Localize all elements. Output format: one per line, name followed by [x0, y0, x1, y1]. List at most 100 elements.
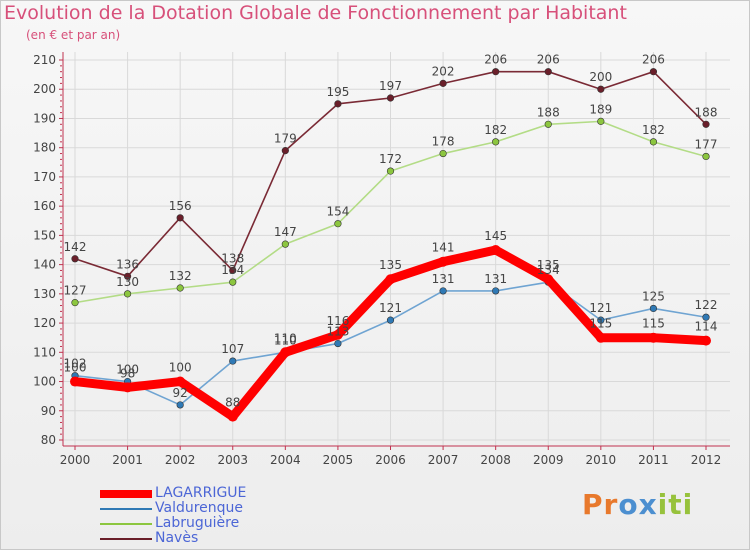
data-label-lagarrigue: 135	[537, 258, 560, 272]
data-point-naves	[544, 68, 552, 76]
x-tick-label: 2000	[60, 453, 91, 467]
data-label-labruguiere: 127	[64, 284, 87, 298]
logo-letter: i	[657, 488, 669, 521]
legend-item-naves: Navès	[100, 531, 320, 546]
data-label-naves: 179	[274, 132, 297, 146]
y-tick-label: 150	[33, 228, 56, 242]
data-label-valdurenque: 121	[379, 301, 402, 315]
data-label-lagarrigue: 100	[64, 361, 87, 375]
y-tick-label: 100	[33, 375, 56, 389]
data-label-lagarrigue: 145	[484, 229, 507, 243]
legend-swatch-labruguiere	[100, 523, 152, 525]
data-point-lagarrigue	[438, 256, 449, 267]
legend-swatch-lagarrigue	[100, 490, 152, 498]
data-point-naves	[597, 85, 605, 93]
data-label-valdurenque: 125	[642, 289, 665, 303]
data-point-labruguiere	[649, 138, 658, 146]
data-point-valdurenque	[229, 357, 237, 365]
legend-item-labruguiere: Labruguière	[100, 516, 320, 531]
data-point-labruguiere	[702, 152, 710, 161]
data-point-naves	[492, 68, 500, 76]
axes: 8090100110120130140150160170180190200210…	[33, 52, 730, 467]
legend-label-labruguiere: Labruguière	[155, 515, 240, 531]
data-point-labruguiere	[386, 167, 395, 175]
x-tick-label: 2006	[375, 453, 406, 467]
data-point-lagarrigue	[595, 332, 606, 343]
data-label-labruguiere: 182	[642, 123, 665, 137]
data-point-labruguiere	[492, 138, 500, 146]
data-label-naves: 206	[537, 53, 560, 67]
data-point-valdurenque	[439, 287, 447, 295]
data-label-lagarrigue: 110	[274, 331, 297, 345]
chart-title: Evolution de la Dotation Globale de Fonc…	[4, 2, 627, 24]
data-point-valdurenque	[176, 401, 184, 409]
data-label-labruguiere: 147	[274, 225, 297, 239]
data-label-lagarrigue: 114	[695, 320, 718, 334]
data-label-labruguiere: 189	[589, 102, 612, 116]
x-tick-label: 2011	[638, 453, 669, 467]
chart-subtitle: (en € et par an)	[26, 28, 121, 42]
data-label-naves: 195	[326, 85, 349, 99]
data-point-naves	[439, 79, 447, 87]
data-label-lagarrigue: 141	[432, 241, 455, 255]
data-label-valdurenque: 100	[116, 363, 139, 377]
logo-letter: x	[638, 488, 658, 521]
data-point-lagarrigue	[280, 347, 291, 358]
data-label-naves: 200	[589, 70, 612, 84]
data-label-lagarrigue: 115	[589, 317, 612, 331]
data-point-naves	[229, 266, 237, 275]
data-point-naves	[334, 100, 342, 108]
data-label-lagarrigue: 98	[120, 366, 135, 380]
data-label-lagarrigue: 115	[642, 317, 665, 331]
legend-item-valdurenque: Valdurenque	[100, 501, 320, 516]
data-label-naves: 156	[169, 199, 192, 213]
logo-letter: P	[582, 488, 604, 521]
logo-letter: r	[603, 488, 619, 521]
legend-swatch-naves	[100, 538, 152, 540]
data-point-lagarrigue	[175, 376, 186, 387]
y-tick-label: 210	[33, 53, 56, 67]
data-label-valdurenque: 107	[221, 342, 244, 356]
x-tick-label: 2009	[533, 453, 564, 467]
data-label-labruguiere: 154	[326, 205, 349, 219]
data-point-lagarrigue	[227, 411, 238, 422]
y-tick-label: 160	[33, 199, 56, 213]
data-point-valdurenque	[597, 316, 605, 324]
data-label-valdurenque: 110	[274, 333, 297, 347]
data-label-valdurenque: 134	[537, 263, 560, 277]
data-point-lagarrigue	[385, 274, 396, 285]
data-point-valdurenque	[492, 287, 500, 295]
data-point-naves	[702, 120, 710, 128]
data-point-naves	[281, 147, 289, 155]
data-label-lagarrigue: 116	[326, 314, 349, 328]
y-tick-label: 90	[41, 404, 56, 418]
data-label-labruguiere: 182	[484, 123, 507, 137]
data-label-naves: 206	[484, 53, 507, 67]
logo-letter: o	[618, 488, 639, 521]
data-point-labruguiere	[123, 290, 132, 298]
x-tick-label: 2004	[270, 453, 301, 467]
data-point-labruguiere	[439, 149, 447, 158]
data-label-naves: 206	[642, 53, 665, 67]
data-point-valdurenque	[702, 313, 710, 321]
data-point-lagarrigue	[332, 329, 343, 340]
data-point-valdurenque	[386, 316, 395, 324]
y-tick-label: 200	[33, 82, 56, 96]
data-label-labruguiere: 177	[695, 137, 718, 151]
data-point-lagarrigue	[648, 332, 659, 343]
data-label-naves: 202	[432, 64, 455, 78]
y-tick-label: 130	[33, 287, 56, 301]
data-label-naves: 142	[64, 240, 87, 254]
data-point-lagarrigue	[543, 274, 554, 285]
data-point-labruguiere	[71, 299, 79, 307]
legend-label-valdurenque: Valdurenque	[155, 500, 244, 516]
y-tick-label: 180	[33, 141, 56, 155]
x-tick-label: 2012	[691, 453, 722, 467]
x-tick-label: 2007	[428, 453, 459, 467]
legend-item-lagarrigue: LAGARRIGUE	[100, 486, 320, 501]
x-tick-label: 2001	[112, 453, 143, 467]
data-point-naves	[123, 272, 132, 280]
y-tick-label: 80	[41, 433, 56, 447]
data-label-valdurenque: 131	[484, 272, 507, 286]
data-point-valdurenque	[649, 304, 658, 313]
